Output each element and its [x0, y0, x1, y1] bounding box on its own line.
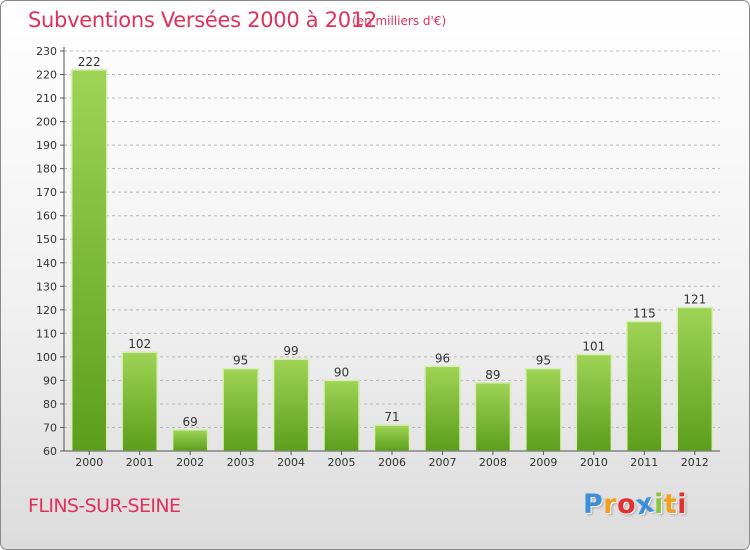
x-tick-label: 2003 — [227, 456, 255, 469]
y-tick-label: 70 — [43, 421, 57, 434]
logo-letter: i — [677, 489, 688, 520]
bar — [474, 382, 512, 452]
bar-value-label: 96 — [435, 351, 450, 365]
proxiti-logo: Proxiti — [583, 487, 688, 521]
bar — [70, 69, 108, 452]
y-tick-label: 130 — [36, 280, 57, 293]
logo-letter: P — [583, 489, 604, 520]
chart-title: Subventions Versées 2000 à 2012 — [28, 8, 377, 32]
y-tick-label: 100 — [36, 351, 57, 364]
y-tick-label: 180 — [36, 163, 57, 176]
x-tick-label: 2007 — [428, 456, 456, 469]
x-tick-label: 2000 — [75, 456, 103, 469]
chart-unit-label: (en milliers d'€) — [352, 14, 447, 28]
x-tick-label: 2006 — [378, 456, 406, 469]
bar — [323, 379, 360, 452]
grid-lines — [64, 50, 720, 428]
bar — [575, 353, 613, 452]
x-tick-label: 2008 — [479, 456, 507, 469]
bar — [525, 367, 562, 452]
y-tick-label: 80 — [43, 398, 57, 411]
bar-value-label: 69 — [183, 415, 198, 429]
x-tick-label: 2001 — [126, 456, 154, 469]
bar-value-label: 89 — [485, 368, 500, 382]
y-tick-label: 150 — [36, 233, 57, 246]
y-tick-label: 110 — [36, 327, 57, 340]
bar-value-label: 90 — [334, 365, 349, 379]
x-tick-label: 2009 — [529, 456, 557, 469]
bar-value-label: 71 — [384, 410, 399, 424]
logo-letter: o — [617, 489, 637, 520]
bar — [676, 306, 714, 452]
bar-value-label: 99 — [283, 344, 298, 358]
bar-value-label: 95 — [233, 354, 248, 368]
x-tick-label: 2012 — [681, 456, 709, 469]
bars — [70, 69, 714, 452]
y-tick-label: 120 — [36, 304, 57, 317]
bar — [626, 320, 663, 452]
x-tick-label: 2011 — [630, 456, 658, 469]
bar-value-label: 102 — [128, 337, 151, 351]
y-tick-label: 190 — [36, 139, 57, 152]
bar — [373, 424, 411, 452]
y-tick-label: 90 — [43, 374, 57, 387]
y-tick-label: 60 — [43, 445, 57, 458]
x-tick-label: 2005 — [328, 456, 356, 469]
bar — [121, 351, 158, 452]
bar — [222, 367, 259, 452]
y-tick-label: 220 — [36, 69, 57, 82]
bar-value-label: 121 — [683, 292, 706, 306]
bar-value-label: 101 — [582, 340, 605, 354]
x-tick-label: 2004 — [277, 456, 305, 469]
town-name: FLINS-SUR-SEINE — [28, 495, 181, 517]
x-tick-label: 2002 — [176, 456, 204, 469]
y-tick-label: 200 — [36, 116, 57, 129]
bar — [171, 429, 209, 452]
y-tick-label: 210 — [36, 92, 57, 105]
x-tick-label: 2010 — [580, 456, 608, 469]
y-tick-label: 160 — [36, 210, 57, 223]
logo-letter: t — [663, 489, 678, 520]
y-tick-label: 230 — [36, 45, 57, 58]
logo-letter: i — [654, 489, 664, 520]
bar — [424, 365, 461, 452]
y-tick-label: 170 — [36, 186, 57, 199]
bar-value-label: 95 — [536, 354, 551, 368]
bar-value-label: 115 — [633, 307, 656, 321]
logo-letter: r — [603, 489, 618, 520]
bar-value-label: 222 — [78, 55, 101, 69]
axes — [60, 47, 720, 455]
labels: 60 70 80 90 100 110 120 130 140 150 160 170 180 190 20… — [36, 45, 709, 469]
bar — [272, 358, 310, 452]
y-tick-label: 140 — [36, 257, 57, 270]
